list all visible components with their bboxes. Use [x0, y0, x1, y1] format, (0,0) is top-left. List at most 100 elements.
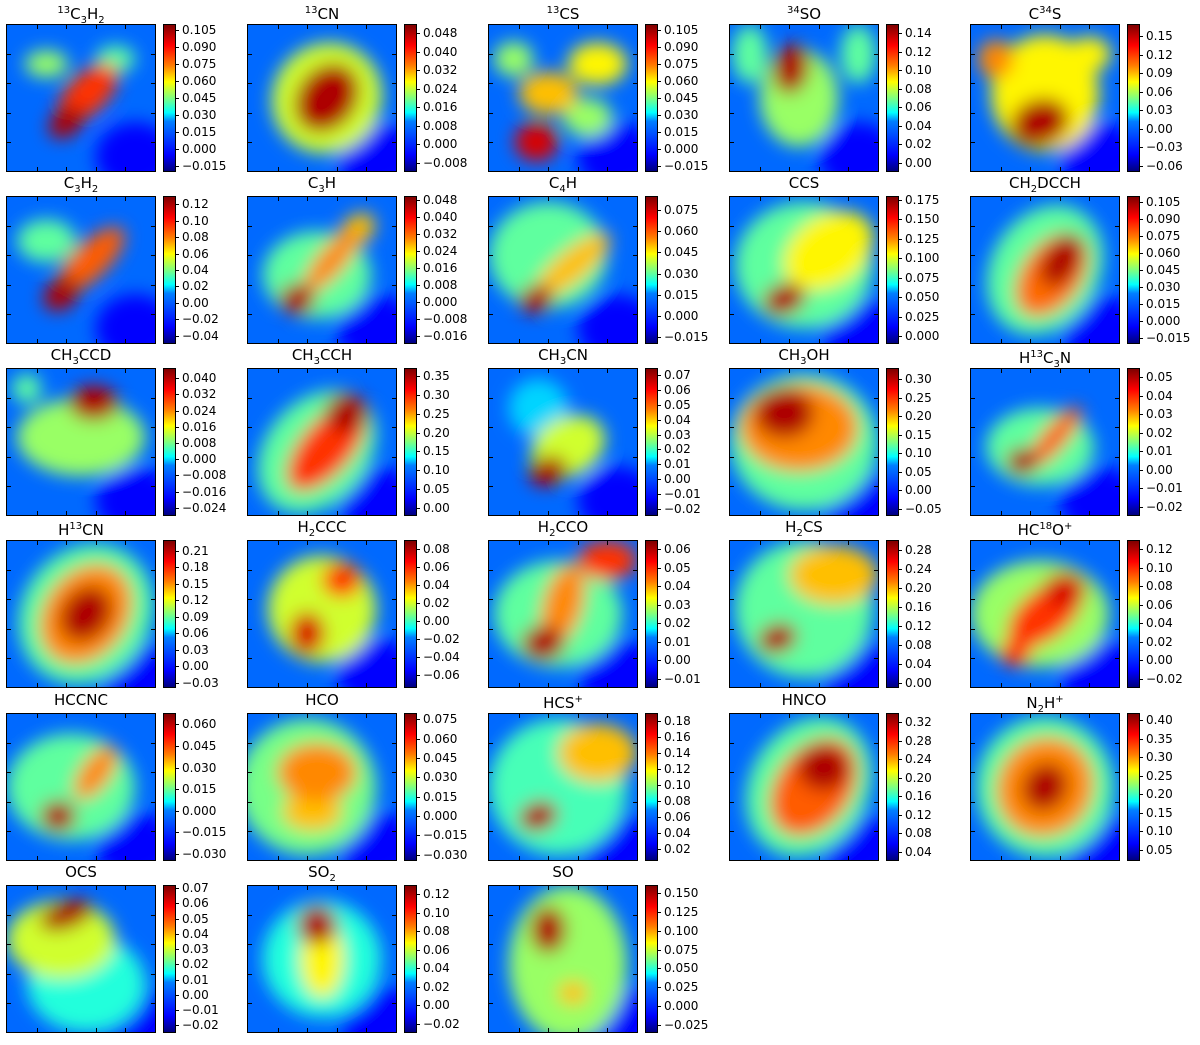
colorbar-tick: [175, 303, 179, 304]
axis-tick: [366, 541, 367, 545]
colorbar-tick: [416, 451, 420, 452]
colorbar-tick-label: 0.030: [664, 267, 699, 281]
colorbar-tick: [657, 115, 661, 116]
colorbar: [1127, 24, 1140, 172]
colorbar-tick-label: −0.008: [182, 468, 227, 482]
colorbar-tick-label: 0.075: [1146, 229, 1181, 243]
colorbar-tick-label: 0.04: [905, 845, 932, 859]
colorbar-tick: [1139, 660, 1143, 661]
colorbar-tick: [175, 811, 179, 812]
axis-tick: [337, 339, 338, 343]
colorbar-tick-label: −0.05: [905, 502, 942, 516]
axis-tick: [633, 772, 637, 773]
axis-tick: [874, 113, 878, 114]
colorbar-tick: [416, 89, 420, 90]
colorbar-tick: [1139, 321, 1143, 322]
emission-region: [977, 39, 1014, 79]
colorbar-tick: [657, 586, 661, 587]
axis-tick: [874, 255, 878, 256]
colorbar-tick: [657, 931, 661, 932]
axis-tick: [392, 398, 396, 399]
colorbar-tick: [175, 166, 179, 167]
panel-title: CH2DCCH: [1009, 174, 1081, 195]
colorbar-tick-label: 0.02: [423, 596, 450, 610]
intensity-map: [729, 24, 879, 172]
colorbar-tick-label: −0.02: [423, 632, 460, 646]
colorbar-tick-label: 0.03: [664, 428, 691, 442]
emission-region: [294, 63, 360, 133]
colorbar-tick-label: 0.04: [664, 579, 691, 593]
colorbar: [163, 540, 176, 688]
colorbar-tick-label: 0.09: [182, 610, 209, 624]
axis-tick: [730, 398, 734, 399]
colorbar-tick-label: 0.045: [182, 739, 217, 753]
axis-tick: [337, 1028, 338, 1032]
axis-tick: [1001, 339, 1002, 343]
axis-tick: [848, 541, 849, 545]
axis-tick: [607, 1028, 608, 1032]
axis-tick: [1089, 25, 1090, 29]
emission-region: [16, 219, 77, 263]
axis-tick: [248, 802, 252, 803]
axis-tick: [7, 226, 11, 227]
axis-tick: [607, 167, 608, 171]
colorbar-tick-label: 0.105: [1146, 195, 1181, 209]
axis-tick: [96, 511, 97, 515]
axis-tick: [337, 197, 338, 201]
colorbar: [886, 368, 899, 516]
axis-tick: [307, 683, 308, 687]
colorbar-tick-label: 0.14: [664, 746, 691, 760]
colorbar-tick-label: 0.032: [423, 63, 458, 77]
axis-tick: [819, 339, 820, 343]
colorbar-tick: [175, 237, 179, 238]
colorbar-tick-label: 0.175: [905, 193, 940, 207]
axis-tick: [730, 285, 734, 286]
axis-tick: [730, 457, 734, 458]
axis-tick: [1115, 486, 1119, 487]
axis-tick: [1115, 629, 1119, 630]
colorbar-tick-label: 0.125: [664, 905, 699, 919]
axis-tick: [1115, 83, 1119, 84]
colorbar-tick-label: 0.050: [664, 961, 699, 975]
colorbar-tick-label: 0.16: [905, 600, 932, 614]
axis-tick: [519, 856, 520, 860]
colorbar-tick-label: 0.032: [423, 227, 458, 241]
axis-tick: [392, 974, 396, 975]
colorbar-tick-label: −0.01: [1146, 481, 1183, 495]
axis-tick: [489, 398, 493, 399]
colorbar-tick: [657, 660, 661, 661]
colorbar-tick-label: 0.10: [905, 446, 932, 460]
colorbar-tick: [1139, 776, 1143, 777]
axis-tick: [7, 427, 11, 428]
emission-region: [493, 41, 534, 77]
colorbar-tick: [175, 254, 179, 255]
axis-tick: [366, 1028, 367, 1032]
low-emission-region: [577, 294, 637, 343]
colorbar-tick-label: 0.000: [182, 804, 217, 818]
colorbar-tick-label: 0.03: [1146, 103, 1173, 117]
axis-tick: [548, 369, 549, 373]
axis-tick: [489, 427, 493, 428]
colorbar-tick: [1139, 623, 1143, 624]
axis-tick: [633, 427, 637, 428]
axis-tick: [125, 541, 126, 545]
colorbar-tick-label: 0.100: [905, 251, 940, 265]
colorbar-tick-label: 0.045: [664, 245, 699, 259]
colorbar-tick-label: −0.04: [423, 650, 460, 664]
colorbar-tick: [175, 378, 179, 379]
colorbar-tick-label: 0.24: [905, 562, 932, 576]
axis-tick: [971, 83, 975, 84]
colorbar-tick-label: −0.01: [182, 1003, 219, 1017]
axis-tick: [489, 802, 493, 803]
colorbar-tick-label: 0.05: [905, 465, 932, 479]
axis-tick: [1001, 25, 1002, 29]
colorbar-tick-label: −0.015: [664, 330, 709, 344]
colorbar-tick: [657, 968, 661, 969]
colorbar-tick: [175, 98, 179, 99]
colorbar-tick: [175, 475, 179, 476]
axis-tick: [789, 541, 790, 545]
axis-tick: [66, 167, 67, 171]
emission-region: [1067, 36, 1112, 72]
colorbar-tick: [175, 600, 179, 601]
axis-tick: [971, 54, 975, 55]
